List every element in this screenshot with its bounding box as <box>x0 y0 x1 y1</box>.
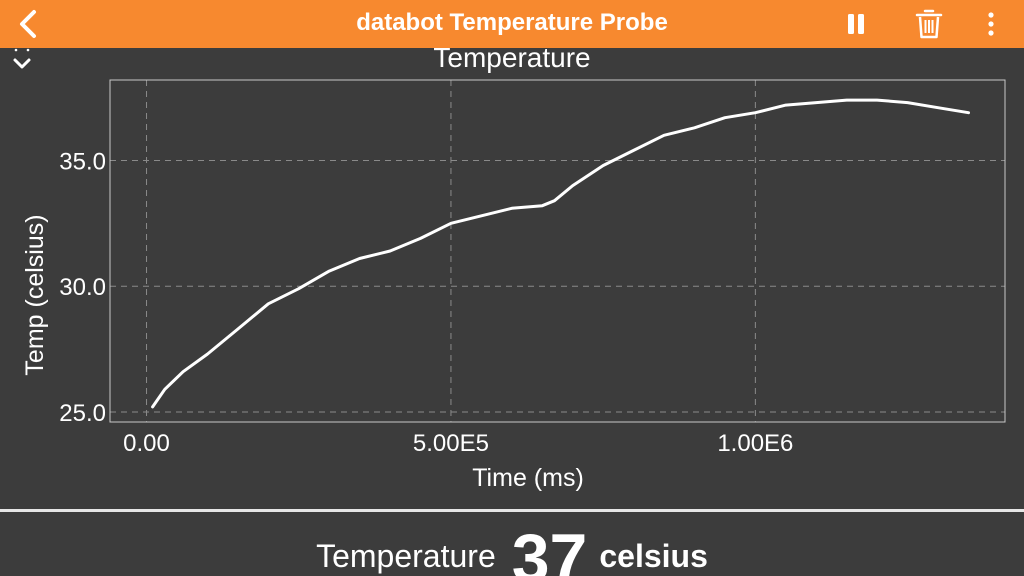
trash-icon <box>915 9 943 39</box>
more-vertical-icon <box>988 12 994 36</box>
current-reading: Temperature 37 celsius <box>0 512 1024 576</box>
chevron-left-icon <box>20 10 36 38</box>
plot-area-frame <box>109 79 1006 423</box>
temperature-chart: 25.0 30.0 35.0 0.00 5.00E5 1.00E6 Temperatur… <box>21 42 1006 492</box>
x-tick-label: 0.00 <box>123 430 170 457</box>
more-options-button[interactable] <box>978 8 1004 40</box>
x-tick-label: 5.00E5 <box>413 430 489 457</box>
x-axis-title: Time (ms) <box>472 464 584 492</box>
collapse-toggle[interactable] <box>10 44 34 72</box>
chart-series <box>151 98 970 409</box>
x-tick-label: 1.00E6 <box>717 430 793 457</box>
temperature-series-line <box>151 98 970 409</box>
divider <box>0 509 1024 512</box>
x-axis-ticks: 0.00 5.00E5 1.00E6 <box>123 430 793 457</box>
y-tick-label: 35.0 <box>59 148 106 175</box>
y-axis-title: Temp (celsius) <box>21 214 49 375</box>
back-button[interactable] <box>10 6 46 42</box>
y-tick-label: 25.0 <box>59 400 106 427</box>
chevron-down-icon <box>13 48 31 69</box>
reading-unit: celsius <box>599 538 708 574</box>
chart-grid <box>110 80 1005 422</box>
chart-title: Temperature <box>433 42 590 73</box>
delete-button[interactable] <box>912 6 946 42</box>
y-axis-ticks: 25.0 30.0 35.0 <box>59 148 106 426</box>
reading-label: Temperature <box>316 538 496 574</box>
pause-button[interactable] <box>840 8 872 40</box>
reading-value: 37 <box>511 520 588 576</box>
pause-icon <box>848 14 864 34</box>
y-tick-label: 30.0 <box>59 274 106 301</box>
